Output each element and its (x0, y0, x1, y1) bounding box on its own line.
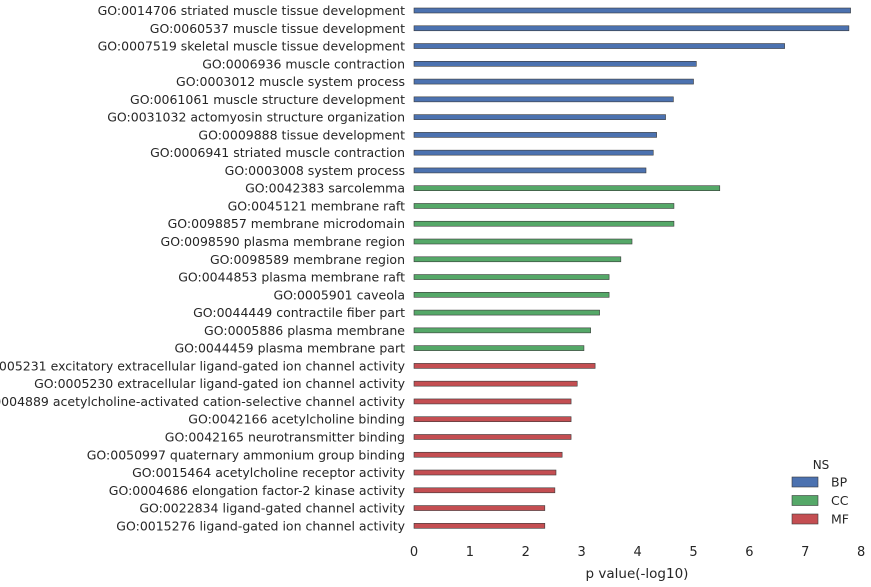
x-tick-label: 3 (578, 545, 586, 560)
legend-title: NS (813, 458, 830, 472)
category-label: GO:0005231 excitatory extracellular liga… (0, 358, 406, 373)
category-label: GO:0004889 acetylcholine-activated catio… (0, 394, 406, 409)
x-tick-label: 1 (466, 545, 474, 560)
bar-bp (413, 25, 850, 32)
category-label: GO:0098590 plasma membrane region (161, 234, 405, 249)
category-label: GO:0042383 sarcolemma (245, 181, 405, 196)
category-label: GO:0005886 plasma membrane (204, 323, 405, 338)
x-axis: 0 1 2 3 4 5 6 7 8 (410, 545, 865, 560)
bar-cc (413, 238, 633, 245)
category-label: GO:0005230 extracellular ligand-gated io… (34, 376, 406, 391)
legend-swatch-bp (791, 476, 819, 488)
bar-cc (413, 274, 610, 280)
bar-cc (413, 185, 721, 191)
bar-mf (413, 487, 556, 494)
category-label: GO:0098589 membrane region (210, 252, 405, 267)
bar-mf (413, 469, 557, 476)
bar-bp (413, 43, 785, 49)
bar-bp (413, 114, 666, 120)
category-label: GO:0015276 ligand-gated ion channel acti… (116, 518, 405, 533)
legend-swatch-mf (791, 513, 819, 525)
bar-mf (413, 416, 572, 423)
category-label: GO:0060537 muscle tissue development (150, 21, 405, 36)
bars (413, 7, 851, 529)
category-label: GO:0044449 contractile fiber part (193, 305, 405, 320)
category-label: GO:0050997 quaternary ammonium group bin… (87, 447, 405, 462)
category-label: GO:0006936 muscle contraction (202, 56, 405, 71)
category-label: GO:0045121 membrane raft (228, 198, 406, 213)
x-tick-label: 0 (410, 545, 418, 560)
bar-mf (413, 523, 546, 529)
x-tick-label: 6 (745, 545, 753, 560)
bar-cc (413, 309, 600, 316)
category-label: GO:0003008 system process (225, 163, 405, 178)
legend-swatch-cc (791, 495, 819, 506)
category-label: GO:0009888 tissue development (198, 127, 405, 142)
bar-bp (413, 78, 694, 85)
legend-label: CC (831, 493, 849, 508)
bar-bp (413, 96, 674, 103)
bar-mf (413, 398, 572, 405)
category-label: GO:0007519 skeletal muscle tissue develo… (98, 39, 405, 54)
bar-cc (413, 220, 675, 227)
category-label: GO:0006941 striated muscle contraction (150, 145, 405, 160)
category-label: GO:0044459 plasma membrane part (174, 341, 405, 356)
bar-bp (413, 167, 647, 174)
category-label: GO:0042165 neurotransmitter binding (165, 429, 405, 444)
bar-cc (413, 256, 622, 263)
category-label: GO:0014706 striated muscle tissue develo… (98, 3, 406, 18)
category-label: GO:0042166 acetylcholine binding (188, 412, 405, 427)
bar-bp (413, 132, 657, 138)
category-label: GO:0031032 actomyosin structure organiza… (107, 110, 405, 125)
bar-mf (413, 363, 596, 369)
bar-mf (413, 451, 563, 458)
bar-bp (413, 149, 654, 156)
bar-mf (413, 380, 578, 387)
bar-cc (413, 327, 591, 334)
x-tick-label: 5 (689, 545, 697, 560)
bar-cc (413, 345, 585, 351)
category-label: GO:0061061 muscle structure development (130, 92, 405, 107)
bar-mf (413, 505, 546, 511)
category-label: GO:0044853 plasma membrane raft (178, 270, 405, 285)
x-axis-label: p value(-log10) (586, 566, 689, 582)
bar-bp (413, 61, 697, 67)
bar-bp (413, 7, 851, 14)
bar-cc (413, 203, 675, 209)
bar-mf (413, 434, 572, 440)
x-tick-label: 8 (857, 545, 865, 560)
category-labels: GO:0014706 striated muscle tissue develo… (0, 3, 406, 533)
x-tick-label: 7 (801, 545, 809, 560)
category-label: GO:0098857 membrane microdomain (168, 216, 405, 231)
category-label: GO:0022834 ligand-gated channel activity (139, 501, 405, 516)
legend-label: BP (831, 475, 848, 490)
category-label: GO:0003012 muscle system process (176, 74, 405, 89)
category-label: GO:0005901 caveola (273, 287, 405, 302)
legend-label: MF (831, 512, 849, 527)
x-tick-label: 4 (633, 545, 641, 560)
x-tick-label: 2 (522, 545, 530, 560)
bar-cc (413, 292, 610, 298)
category-label: GO:0004686 elongation factor-2 kinase ac… (109, 483, 406, 498)
category-label: GO:0015464 acetylcholine receptor activi… (132, 465, 406, 480)
